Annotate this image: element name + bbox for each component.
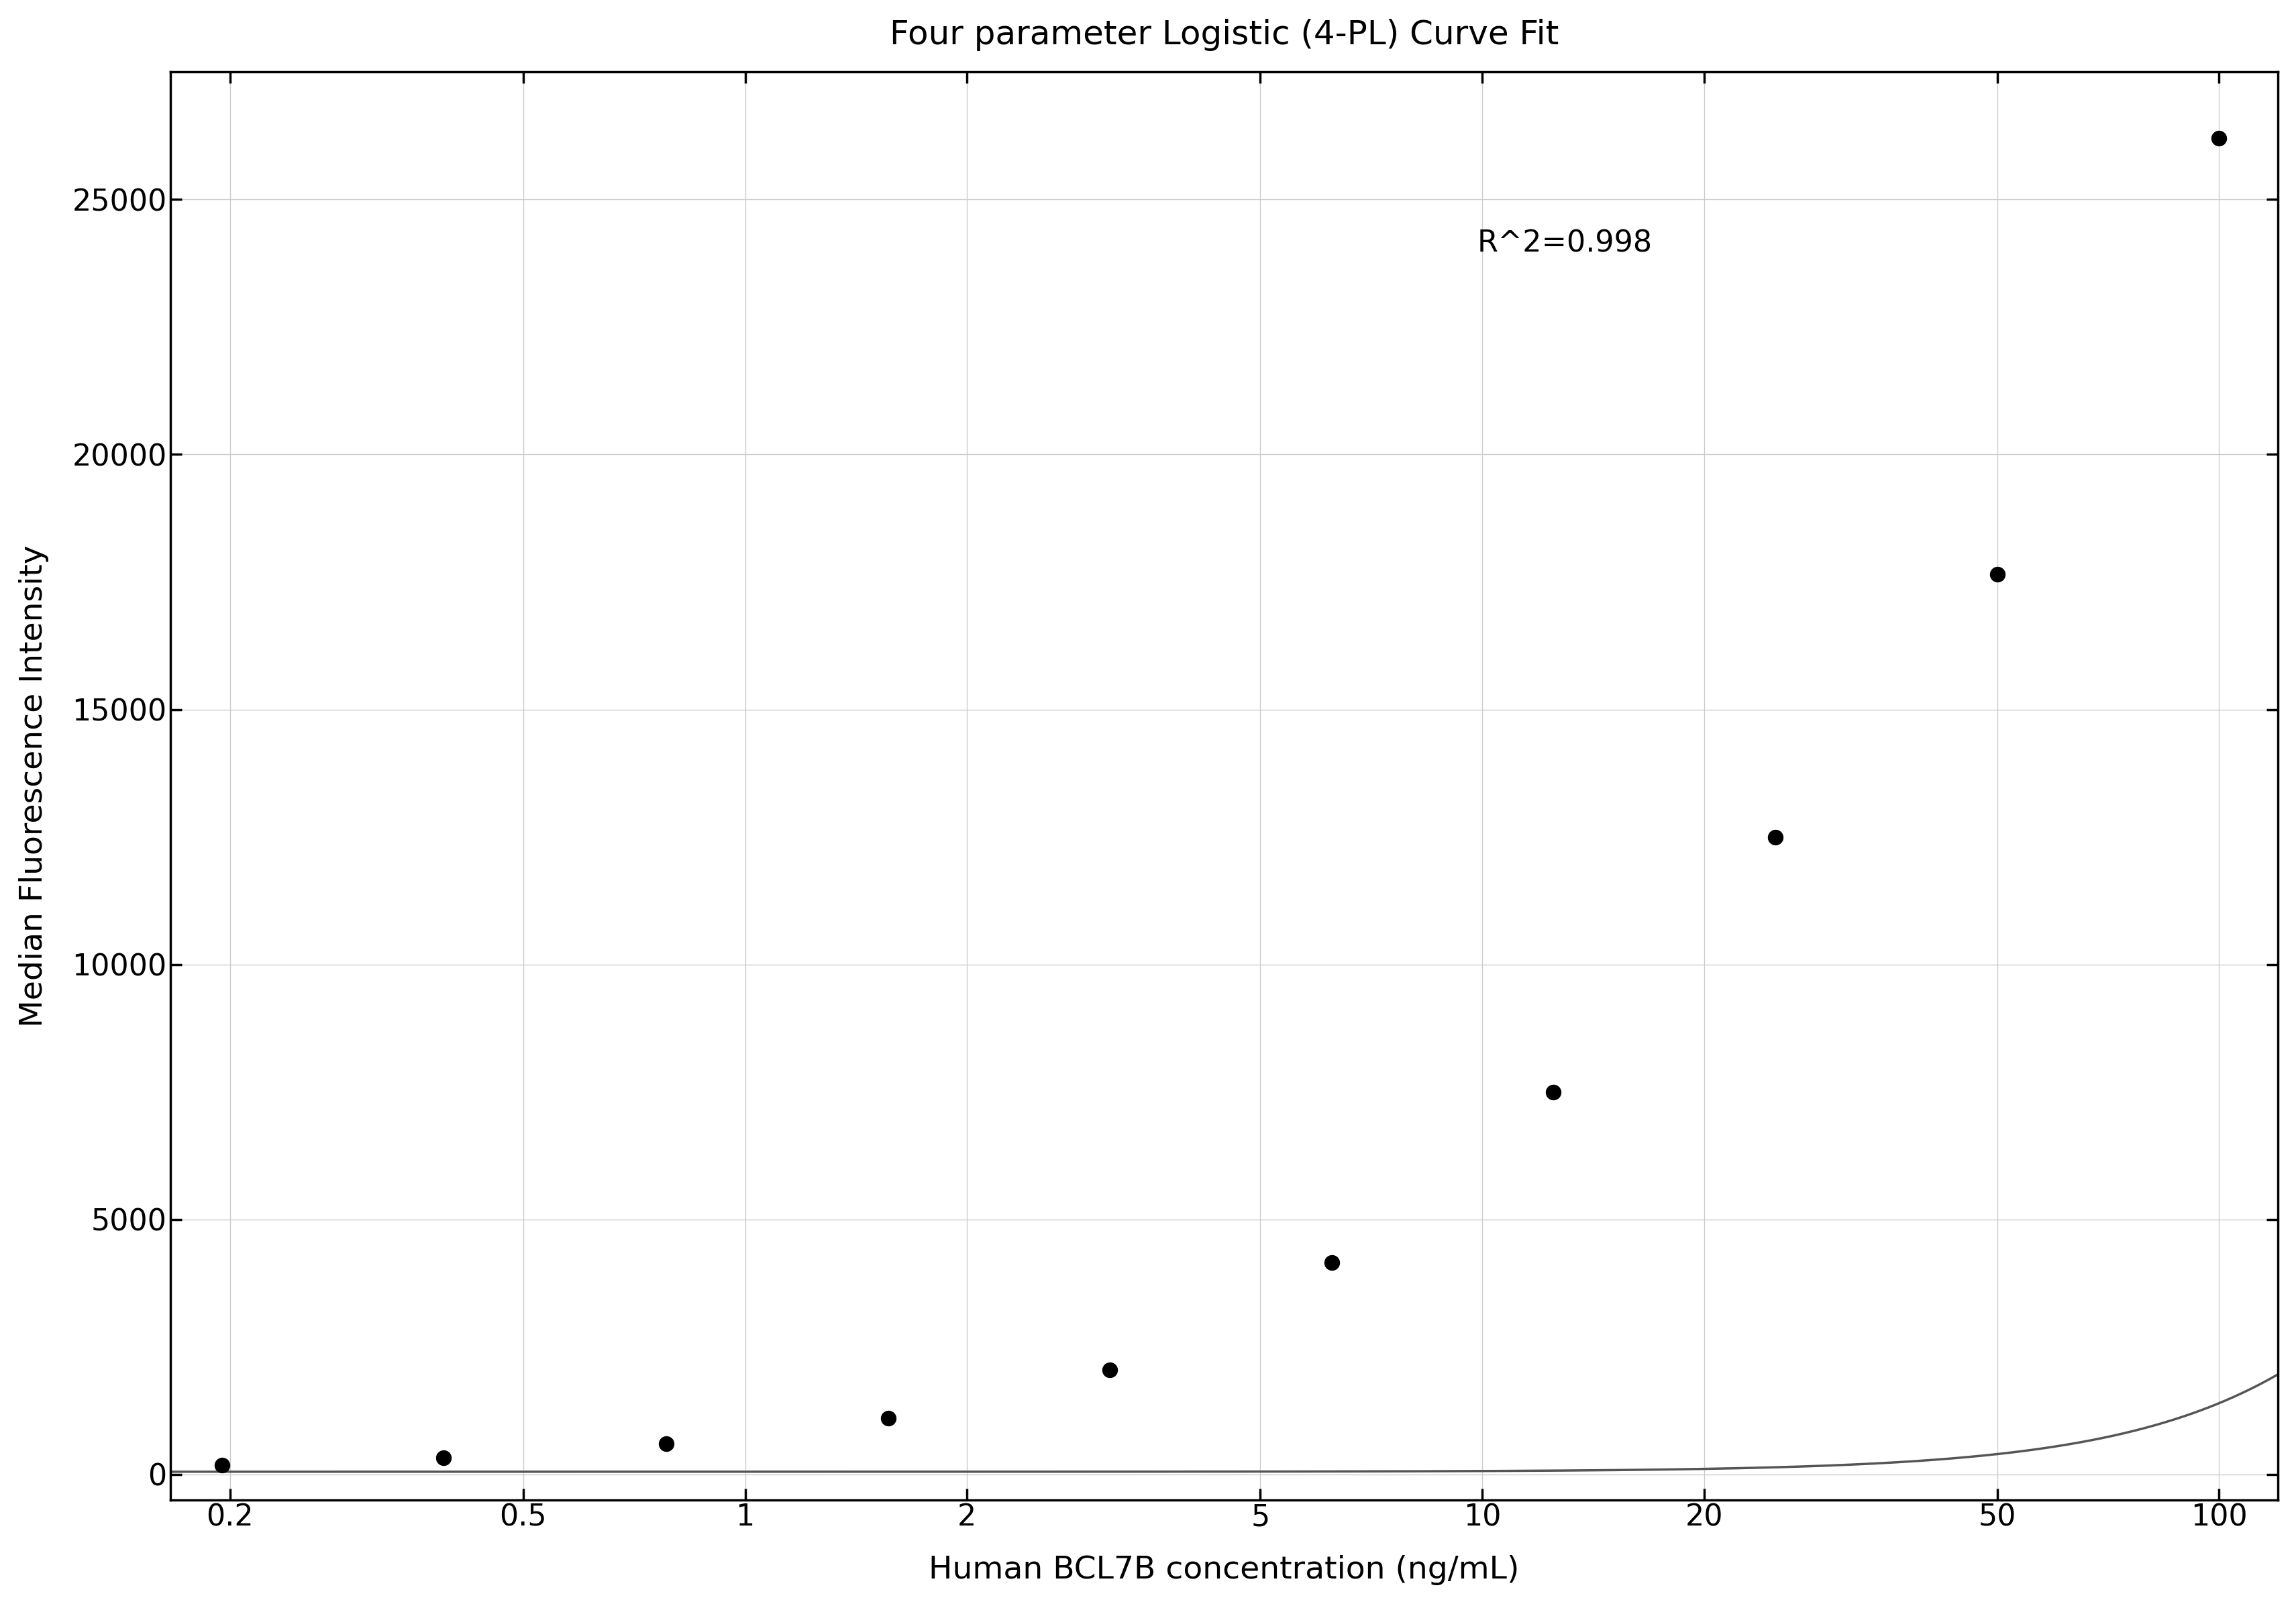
Point	[1756, 824, 1793, 850]
Point	[870, 1405, 907, 1431]
Point	[1979, 561, 2016, 587]
Y-axis label: Median Fluorescence Intensity: Median Fluorescence Intensity	[18, 545, 48, 1027]
Point	[204, 1453, 241, 1479]
Title: Four parameter Logistic (4-PL) Curve Fit: Four parameter Logistic (4-PL) Curve Fit	[889, 19, 1559, 51]
Point	[425, 1445, 461, 1471]
Point	[1313, 1250, 1350, 1275]
Point	[1534, 1079, 1570, 1105]
Text: R^2=0.998: R^2=0.998	[1476, 229, 1651, 258]
Point	[2200, 125, 2236, 151]
Point	[647, 1431, 684, 1456]
X-axis label: Human BCL7B concentration (ng/mL): Human BCL7B concentration (ng/mL)	[928, 1556, 1520, 1585]
Point	[1091, 1357, 1127, 1383]
